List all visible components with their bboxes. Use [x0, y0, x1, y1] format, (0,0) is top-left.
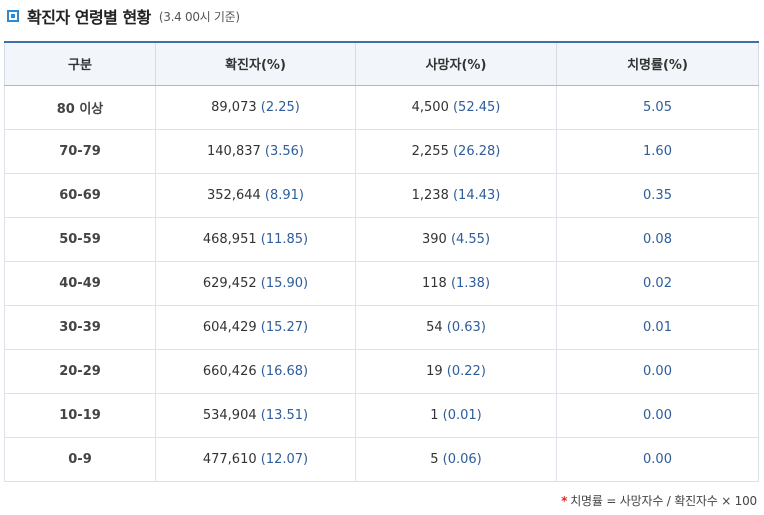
- cell-age-group: 10-19: [4, 392, 156, 438]
- deaths-percent: (52.45): [452, 99, 501, 115]
- cell-age-group: 80 이상: [4, 84, 156, 130]
- cell-deaths: 1,238 (14.43): [355, 172, 557, 218]
- table-row: 50-59 468,951 (11.85) 390 (4.55) 0.08: [4, 216, 759, 262]
- confirmed-percent: (8.91): [264, 187, 304, 203]
- table-row: 0-9 477,610 (12.07) 5 (0.06) 0.00: [4, 436, 759, 482]
- confirmed-percent: (15.27): [260, 319, 309, 335]
- cell-age-group: 50-59: [4, 216, 156, 262]
- deaths-percent: (0.63): [446, 319, 486, 335]
- table-row: 20-29 660,426 (16.68) 19 (0.22) 0.00: [4, 348, 759, 394]
- cell-confirmed: 534,904 (13.51): [155, 392, 356, 438]
- deaths-count: 54: [426, 319, 443, 335]
- cell-fatality-rate: 1.60: [556, 128, 759, 174]
- confirmed-count: 660,426: [202, 363, 257, 379]
- deaths-count: 1,238: [411, 187, 449, 203]
- confirmed-percent: (2.25): [260, 99, 300, 115]
- cell-confirmed: 89,073 (2.25): [155, 84, 356, 130]
- cell-deaths: 19 (0.22): [355, 348, 557, 394]
- table-row: 80 이상 89,073 (2.25) 4,500 (52.45) 5.05: [4, 84, 759, 130]
- table-row: 70-79 140,837 (3.56) 2,255 (26.28) 1.60: [4, 128, 759, 174]
- confirmed-count: 352,644: [207, 187, 261, 203]
- cell-age-group: 60-69: [4, 172, 156, 218]
- cell-confirmed: 604,429 (15.27): [155, 304, 356, 350]
- cell-fatality-rate: 0.00: [556, 392, 759, 438]
- footnote-marker: *: [561, 494, 568, 508]
- deaths-count: 19: [426, 363, 443, 379]
- cell-confirmed: 660,426 (16.68): [155, 348, 356, 394]
- confirmed-percent: (13.51): [260, 407, 309, 423]
- cell-confirmed: 629,452 (15.90): [155, 260, 356, 306]
- page-title: 확진자 연령별 현황: [27, 8, 151, 27]
- confirmed-count: 468,951: [202, 231, 257, 247]
- table-row: 60-69 352,644 (8.91) 1,238 (14.43) 0.35: [4, 172, 759, 218]
- confirmed-count: 534,904: [202, 407, 257, 423]
- table-header-row: 구분 확진자(%) 사망자(%) 치명률(%): [4, 41, 759, 86]
- deaths-count: 2,255: [411, 143, 449, 159]
- table-row: 30-39 604,429 (15.27) 54 (0.63) 0.01: [4, 304, 759, 350]
- deaths-count: 4,500: [411, 99, 449, 115]
- section-title: 확진자 연령별 현황 (3.4 00시 기준): [7, 4, 240, 28]
- cell-age-group: 20-29: [4, 348, 156, 394]
- cell-deaths: 2,255 (26.28): [355, 128, 557, 174]
- cell-fatality-rate: 0.01: [556, 304, 759, 350]
- confirmed-count: 629,452: [202, 275, 257, 291]
- cell-fatality-rate: 0.02: [556, 260, 759, 306]
- column-header-fatality: 치명률(%): [556, 41, 759, 86]
- cell-age-group: 40-49: [4, 260, 156, 306]
- deaths-count: 1: [430, 407, 439, 423]
- cell-fatality-rate: 0.35: [556, 172, 759, 218]
- footnote: * 치명률 = 사망자수 / 확진자수 × 100: [561, 492, 757, 509]
- deaths-percent: (0.01): [442, 407, 482, 423]
- deaths-percent: (0.22): [446, 363, 486, 379]
- cell-confirmed: 477,610 (12.07): [155, 436, 356, 482]
- cell-deaths: 4,500 (52.45): [355, 84, 557, 130]
- page-subtitle: (3.4 00시 기준): [158, 9, 240, 24]
- cell-fatality-rate: 5.05: [556, 84, 759, 130]
- cell-age-group: 30-39: [4, 304, 156, 350]
- cell-age-group: 0-9: [4, 436, 156, 482]
- deaths-count: 390: [421, 231, 447, 247]
- cell-confirmed: 140,837 (3.56): [155, 128, 356, 174]
- confirmed-count: 477,610: [202, 451, 257, 467]
- cell-deaths: 390 (4.55): [355, 216, 557, 262]
- cell-deaths: 1 (0.01): [355, 392, 557, 438]
- square-bullet-icon: [7, 10, 19, 22]
- confirmed-percent: (12.07): [260, 451, 309, 467]
- cell-confirmed: 352,644 (8.91): [155, 172, 356, 218]
- deaths-count: 5: [430, 451, 439, 467]
- cell-deaths: 54 (0.63): [355, 304, 557, 350]
- deaths-percent: (4.55): [450, 231, 491, 247]
- deaths-percent: (26.28): [452, 143, 501, 159]
- confirmed-percent: (11.85): [260, 231, 309, 247]
- deaths-percent: (1.38): [450, 275, 491, 291]
- cell-fatality-rate: 0.00: [556, 436, 759, 482]
- table-row: 10-19 534,904 (13.51) 1 (0.01) 0.00: [4, 392, 759, 438]
- column-header-category: 구분: [4, 41, 156, 86]
- confirmed-percent: (16.68): [260, 363, 309, 379]
- confirmed-percent: (15.90): [260, 275, 309, 291]
- age-stats-table: 구분 확진자(%) 사망자(%) 치명률(%) 80 이상 89,073 (2.2…: [4, 41, 759, 482]
- cell-deaths: 5 (0.06): [355, 436, 557, 482]
- column-header-deaths: 사망자(%): [355, 41, 557, 86]
- footnote-text: 치명률 = 사망자수 / 확진자수 × 100: [570, 494, 757, 508]
- deaths-count: 118: [421, 275, 447, 291]
- confirmed-count: 604,429: [202, 319, 257, 335]
- table-row: 40-49 629,452 (15.90) 118 (1.38) 0.02: [4, 260, 759, 306]
- cell-deaths: 118 (1.38): [355, 260, 557, 306]
- cell-confirmed: 468,951 (11.85): [155, 216, 356, 262]
- confirmed-count: 140,837: [207, 143, 261, 159]
- cell-fatality-rate: 0.00: [556, 348, 759, 394]
- deaths-percent: (14.43): [452, 187, 501, 203]
- confirmed-count: 89,073: [211, 99, 257, 115]
- deaths-percent: (0.06): [442, 451, 482, 467]
- column-header-confirmed: 확진자(%): [155, 41, 356, 86]
- cell-fatality-rate: 0.08: [556, 216, 759, 262]
- cell-age-group: 70-79: [4, 128, 156, 174]
- confirmed-percent: (3.56): [264, 143, 304, 159]
